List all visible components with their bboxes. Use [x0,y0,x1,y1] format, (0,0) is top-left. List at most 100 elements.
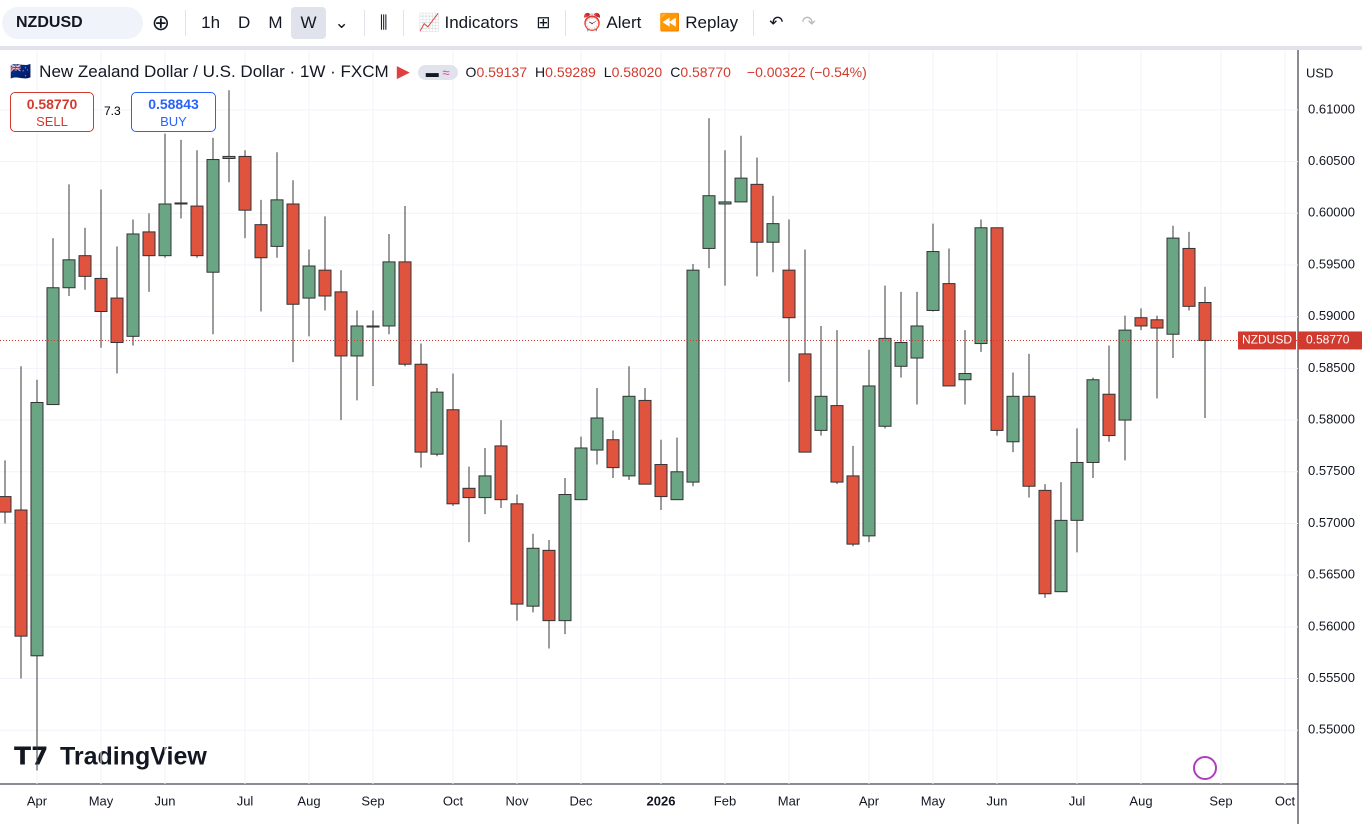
candle-body [494,445,508,501]
ohlc-key: L [603,64,612,80]
ohlc-value: 0.58770 [680,64,731,80]
candle-body [1022,395,1036,487]
candle-body [974,227,988,345]
candle-body [1182,247,1196,307]
candle-body [686,269,700,483]
alert-label: Alert [606,13,642,32]
candle-body [1038,489,1052,595]
x-tick-label: Aug [297,793,320,808]
ohlc-value: 0.59137 [476,64,528,80]
replay-button[interactable]: ⏪ Replay [659,13,739,32]
interval-button[interactable]: D [238,13,251,32]
candle-body [110,297,124,344]
candle-body [126,233,140,337]
candle-body [270,199,284,247]
interval-button[interactable]: 1h [201,13,221,32]
candle-body [350,325,364,357]
x-tick-label: Jun [987,793,1008,808]
candle-body [526,547,540,607]
ohlc-value: 0.58020 [611,64,663,80]
x-tick-label: Oct [443,793,464,808]
last-price-label-bg [1298,331,1362,350]
candle-body [14,509,28,637]
candle-body [942,283,956,387]
candle-body [382,261,396,327]
candle-body [798,353,812,453]
ohlc: O0.59137 H0.59289 L0.58020 C0.58770 [466,64,739,80]
y-tick-label: 0.55500 [1308,670,1355,685]
x-tick-label: Jun [155,793,176,808]
interval-button[interactable]: M [268,13,283,32]
toggle[interactable]: ▬ ≈ [417,64,458,80]
candle-body [1198,302,1212,341]
candle-body [190,205,204,257]
sell-price: 0.58770 [26,96,78,112]
currency: USD [1306,65,1333,80]
redo[interactable]: ↷ [801,13,816,32]
candle-body [638,399,652,485]
x-tick-label: 2026 [647,793,676,808]
candle-body [766,223,780,243]
last-price-name-bg [1238,331,1296,350]
y-tick-label: 0.58000 [1308,412,1355,427]
alert-button[interactable]: ⏰ Alert [581,13,642,32]
candle-body [0,496,12,513]
chart-type[interactable]: ⫼ [379,13,388,32]
candle-body [622,395,636,477]
candle-body [750,183,764,243]
candle-body [142,231,156,257]
candle-body [206,159,220,273]
candle-body [574,447,588,501]
chart: USD TradingView 𝗧𝟳 0.55000 0.55500 0.56000… [0,50,1362,824]
last-price-label: 0.58770 [1306,333,1350,347]
candle-body [462,487,476,499]
x-tick-label: Aug [1129,793,1152,808]
separator [363,10,365,36]
candle-body [158,203,172,257]
brand-icon: 𝗧𝟳 [14,743,48,771]
candle-body [302,265,316,299]
undo[interactable]: ↶ [769,13,784,32]
last-price-name: NZDUSD [1242,333,1292,347]
candle-body [478,475,492,499]
add-symbol[interactable]: ⊕ [151,10,171,35]
snapshot-icon[interactable] [1193,756,1217,780]
layouts[interactable]: ⊞ [536,13,551,32]
y-tick-label: 0.56500 [1308,567,1355,582]
interval-button[interactable]: W [291,7,326,39]
candle-body [62,259,76,289]
interval-menu[interactable]: ⌄ [334,13,349,32]
intervals: 1h D M W [192,7,326,39]
symbol-search[interactable]: NZDUSD [2,7,143,39]
legend-title: New Zealand Dollar / U.S. Dollar · 1W · … [39,62,389,81]
candle-body [862,385,876,537]
candle-body [670,471,684,501]
candle-body [926,251,940,311]
y-tick-label: 0.61000 [1308,101,1355,116]
y-tick-label: 0.59000 [1308,308,1355,323]
x-tick-label: May [89,793,114,808]
candle-body [1086,379,1100,463]
candle-body [398,261,412,365]
candle-body [446,409,460,505]
indicators-button[interactable]: 📈 Indicators [418,13,519,32]
candle-body [1070,461,1084,521]
candle-body [814,395,828,431]
candle-body [654,464,668,498]
x-tick-label: Jul [1069,793,1086,808]
x-tick-label: Nov [505,793,529,808]
candle-body [174,202,188,205]
candle-body [734,177,748,203]
x-tick-label: Oct [1275,793,1296,808]
x-tick-label: Jul [237,793,254,808]
x-tick-label: Sep [361,793,384,808]
candle-body [238,155,252,211]
candle-body [1166,237,1180,335]
change: −0.00322 (−0.54%) [746,64,867,80]
buy-button[interactable]: 0.58843 BUY [131,92,216,132]
buy-label: BUY [160,114,187,129]
candle-body [1006,395,1020,443]
candle-body [1118,329,1132,421]
sell-button[interactable]: 0.58770 SELL [10,92,94,132]
